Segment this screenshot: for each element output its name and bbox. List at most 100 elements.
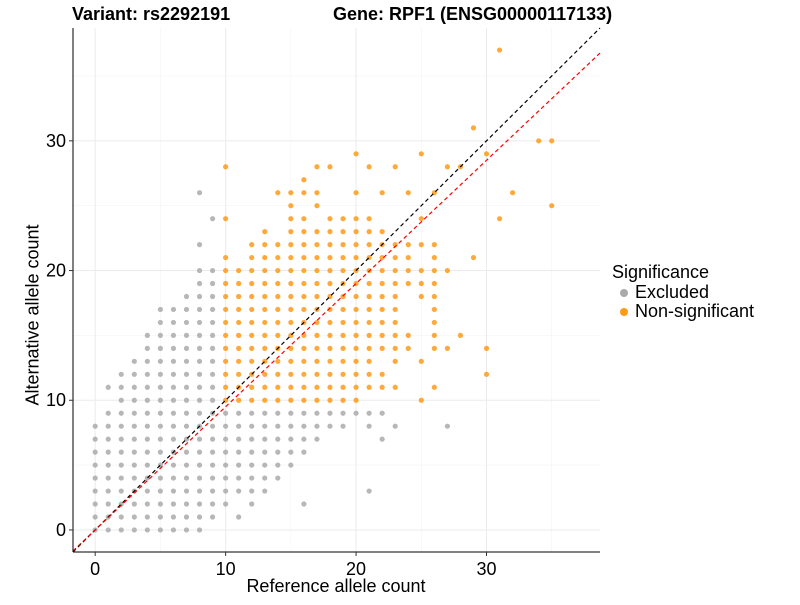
point-excluded	[196, 358, 203, 364]
point-non-significant	[405, 254, 411, 261]
point-non-significant	[353, 319, 359, 326]
point-non-significant	[275, 242, 281, 248]
point-excluded	[144, 384, 150, 390]
point-excluded	[275, 410, 281, 416]
point-non-significant	[275, 358, 281, 364]
point-excluded	[144, 527, 150, 533]
point-non-significant	[288, 203, 294, 209]
point-excluded	[170, 319, 177, 326]
point-excluded	[157, 358, 163, 364]
point-non-significant	[327, 254, 333, 261]
point-excluded	[144, 332, 150, 338]
point-non-significant	[262, 242, 268, 248]
point-non-significant	[379, 371, 385, 377]
point-non-significant	[353, 332, 359, 338]
point-excluded	[288, 436, 294, 442]
point-non-significant	[483, 151, 490, 157]
point-non-significant	[340, 267, 346, 274]
point-non-significant	[405, 190, 411, 196]
point-excluded	[183, 384, 190, 390]
point-non-significant	[470, 254, 477, 261]
point-excluded	[157, 384, 163, 390]
point-non-significant	[353, 216, 359, 222]
point-non-significant	[418, 293, 424, 300]
point-excluded	[170, 488, 177, 494]
point-non-significant	[431, 319, 437, 326]
point-excluded	[131, 475, 137, 481]
point-non-significant	[249, 254, 255, 261]
x-tick-label: 10	[216, 559, 236, 579]
point-non-significant	[340, 242, 346, 248]
data-points	[92, 47, 555, 533]
legend-label-excluded: Excluded	[635, 282, 710, 302]
point-excluded	[209, 319, 216, 326]
point-excluded	[196, 371, 203, 377]
point-non-significant	[327, 306, 333, 313]
point-non-significant	[301, 216, 307, 222]
point-excluded	[157, 410, 163, 416]
point-non-significant	[223, 164, 229, 170]
point-non-significant	[301, 306, 307, 313]
point-excluded	[196, 306, 203, 313]
point-non-significant	[392, 384, 398, 390]
point-excluded	[144, 423, 150, 429]
point-non-significant	[340, 384, 346, 390]
point-excluded	[105, 527, 111, 533]
point-non-significant	[249, 332, 255, 338]
point-non-significant	[379, 319, 385, 326]
point-excluded	[157, 371, 163, 377]
point-excluded	[183, 449, 190, 455]
point-non-significant	[288, 267, 294, 274]
point-non-significant	[249, 242, 255, 248]
point-excluded	[209, 216, 216, 222]
point-excluded	[340, 423, 346, 429]
point-non-significant	[379, 280, 385, 287]
point-excluded	[170, 514, 177, 520]
point-excluded	[157, 449, 163, 455]
point-excluded	[223, 410, 229, 416]
point-excluded	[262, 410, 268, 416]
point-non-significant	[353, 345, 359, 351]
point-non-significant	[301, 345, 307, 351]
point-excluded	[144, 397, 150, 403]
point-non-significant	[314, 254, 320, 261]
point-excluded	[92, 488, 98, 494]
point-excluded	[183, 371, 190, 377]
point-excluded	[131, 384, 137, 390]
point-excluded	[262, 475, 268, 481]
point-excluded	[157, 306, 163, 313]
point-non-significant	[301, 384, 307, 390]
point-excluded	[196, 242, 203, 248]
point-excluded	[157, 423, 163, 429]
point-excluded	[353, 410, 359, 416]
point-non-significant	[249, 345, 255, 351]
point-non-significant	[314, 203, 320, 209]
point-excluded	[131, 397, 137, 403]
point-non-significant	[223, 280, 229, 287]
point-non-significant	[405, 242, 411, 248]
point-non-significant	[262, 345, 268, 351]
y-tick-label: 10	[46, 390, 66, 410]
point-excluded	[236, 475, 242, 481]
point-non-significant	[353, 358, 359, 364]
point-non-significant	[288, 384, 294, 390]
point-excluded	[144, 514, 150, 520]
point-excluded	[170, 332, 177, 338]
point-non-significant	[249, 319, 255, 326]
point-non-significant	[301, 267, 307, 274]
point-excluded	[157, 488, 163, 494]
point-excluded	[144, 345, 150, 351]
point-excluded	[183, 345, 190, 351]
point-excluded	[275, 423, 281, 429]
point-non-significant	[379, 190, 385, 196]
point-excluded	[392, 423, 398, 429]
point-non-significant	[288, 293, 294, 300]
point-non-significant	[340, 254, 346, 261]
point-non-significant	[405, 280, 411, 287]
point-non-significant	[262, 319, 268, 326]
point-excluded	[209, 267, 216, 274]
point-non-significant	[392, 319, 398, 326]
point-non-significant	[353, 384, 359, 390]
point-non-significant	[301, 242, 307, 248]
point-excluded	[92, 462, 98, 468]
